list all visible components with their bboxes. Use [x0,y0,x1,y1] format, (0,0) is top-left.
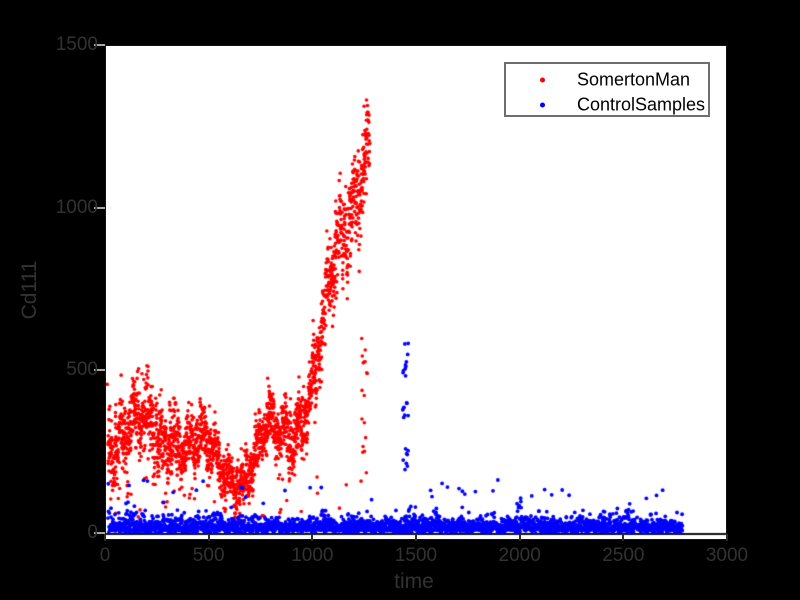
y-tick-label: 1000 [55,196,98,218]
x-tick-mark [726,534,728,541]
x-tick-label: 3000 [705,545,749,566]
scatter-plot-canvas [106,46,728,541]
legend-label: ControlSamples [577,94,706,114]
legend-box: SomertonMan ControlSamples [504,62,710,117]
legend-entry-controlsamples: ControlSamples [506,92,708,117]
y-tick-label: 500 [66,359,98,381]
legend-label: SomertonMan [577,69,691,89]
y-axis-label: Cd111 [18,260,41,320]
legend-entry-somertonman: SomertonMan [506,67,708,92]
y-tick-label: 1500 [55,34,98,55]
legend-marker-dot-icon [540,77,545,82]
y-tick-label: 0 [87,522,98,543]
y-tick-mark [94,44,105,46]
x-tick-mark [518,534,521,541]
x-tick-mark [104,534,106,541]
legend-marker-dot-icon [540,102,545,107]
y-tick-mark [94,206,105,209]
x-tick-mark [207,534,210,541]
plot-area [105,45,728,541]
x-tick-label: 0 [99,545,111,566]
x-tick-label: 1000 [291,545,334,566]
x-axis-label: time [394,570,434,593]
y-tick-mark [94,369,105,372]
y-tick-mark [94,532,105,534]
x-tick-mark [311,534,314,541]
x-tick-label: 2000 [498,545,541,566]
x-tick-label: 500 [192,545,225,566]
x-tick-label: 1500 [394,545,438,566]
x-tick-label: 2500 [602,545,645,566]
x-tick-mark [415,534,417,541]
x-tick-mark [622,534,625,541]
